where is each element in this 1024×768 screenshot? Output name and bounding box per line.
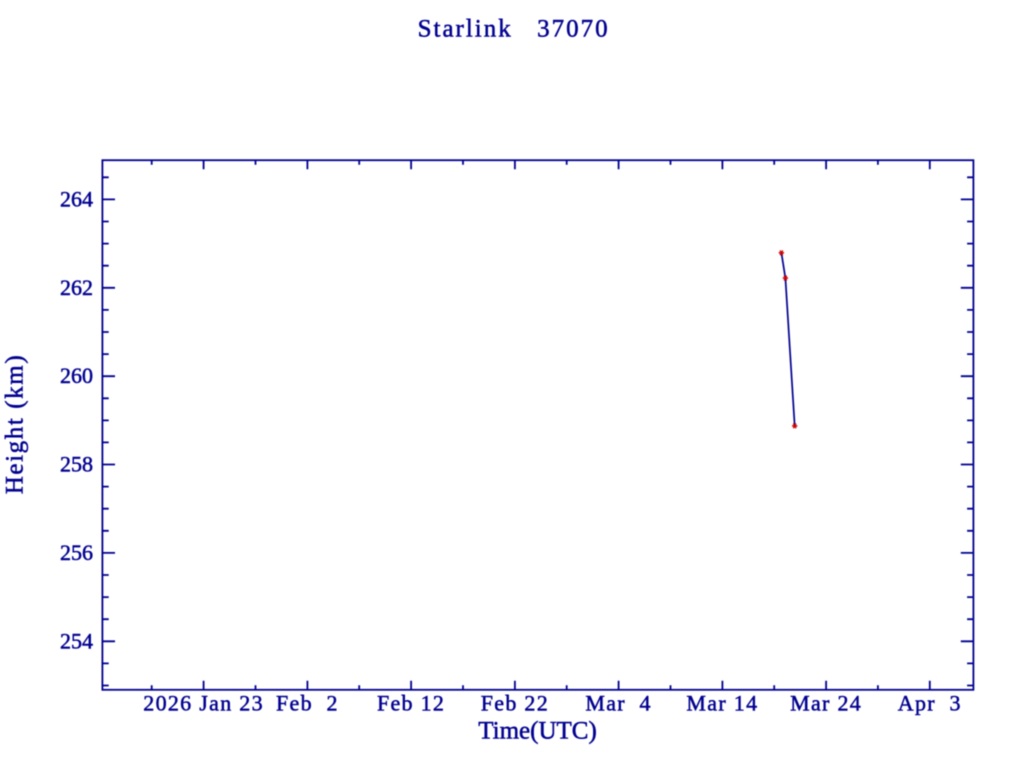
svg-text:Apr 3: Apr 3 [898, 690, 962, 715]
svg-text:37070: 37070 [537, 16, 610, 43]
svg-text:Feb 22: Feb 22 [481, 690, 549, 715]
svg-text:Feb 2: Feb 2 [276, 690, 339, 715]
svg-text:256: 256 [60, 540, 93, 565]
svg-text:260: 260 [60, 363, 93, 388]
svg-text:264: 264 [60, 186, 93, 211]
svg-text:Mar 24: Mar 24 [790, 690, 862, 715]
svg-text:Mar 4: Mar 4 [585, 690, 651, 715]
svg-text:Height (km): Height (km) [1, 354, 28, 495]
svg-text:258: 258 [60, 452, 93, 477]
svg-text:Starlink: Starlink [418, 16, 513, 43]
svg-text:262: 262 [60, 275, 93, 300]
svg-text:254: 254 [60, 628, 93, 653]
svg-text:Mar 14: Mar 14 [686, 690, 758, 715]
svg-text:Feb 12: Feb 12 [377, 690, 445, 715]
svg-text:Time(UTC): Time(UTC) [478, 718, 597, 745]
svg-text:2026 Jan 23: 2026 Jan 23 [143, 690, 264, 715]
